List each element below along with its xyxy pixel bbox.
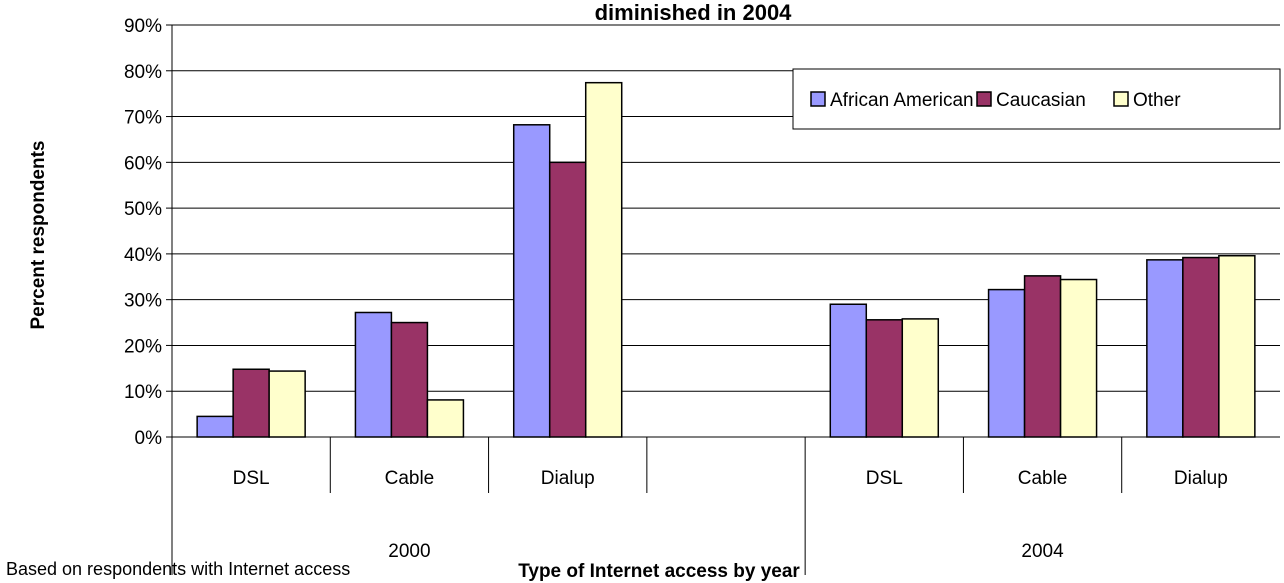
bar [1059,278,1098,438]
legend-swatch [810,91,826,107]
group-label: 2000 [388,541,430,562]
bar [390,321,429,438]
bars [196,81,1256,438]
bar [354,311,393,438]
bar [268,370,306,438]
bar [865,319,904,438]
category-labels: DSL Cable Dialup DSL Cable Dialup 2000 2004 [233,468,1228,562]
y-tick-label: 70% [124,108,162,129]
bar [829,303,868,438]
y-tick-label: 40% [124,245,162,266]
chart-title: diminished in 2004 [595,0,793,25]
bar [987,288,1026,438]
bar [196,415,234,438]
y-tick-label: 0% [135,428,163,449]
bar [232,368,270,438]
y-tick-label: 90% [124,16,162,37]
footnote: Based on respondents with Internet acces… [6,559,350,579]
y-tick-labels: 0% 10% 20% 30% 40% 50% 60% 70% 80% 90% [124,16,162,449]
category-label: Dialup [541,468,595,489]
category-label: Dialup [1174,468,1228,489]
bar [1218,254,1256,438]
bar [901,318,940,438]
y-axis-title: Percent respondents [28,141,49,330]
bar [1182,256,1220,438]
y-tick-label: 60% [124,153,162,174]
x-axis-title: Type of Internet access by year [518,561,800,582]
bar [1023,275,1062,438]
bar [512,124,551,438]
bar [584,81,623,438]
y-tick-label: 30% [124,291,162,312]
y-tick-label: 10% [124,382,162,403]
legend-label: African American [830,90,974,111]
category-label: Cable [1018,468,1068,489]
bar [426,399,465,438]
legend: African American Caucasian Other [792,68,1281,130]
legend-label: Caucasian [996,90,1086,111]
y-tick-label: 50% [124,199,162,220]
bar [548,161,587,438]
y-tick-label: 20% [124,336,162,357]
legend-swatch [976,91,992,107]
legend-swatch [1113,91,1129,107]
group-label: 2004 [1021,541,1064,562]
category-label: DSL [233,468,270,489]
legend-label: Other [1133,90,1181,111]
axes [171,25,1280,575]
category-label: DSL [866,468,903,489]
category-label: Cable [385,468,435,489]
legend-box [792,68,1281,130]
bar [1146,259,1184,438]
y-tick-label: 80% [124,62,162,83]
